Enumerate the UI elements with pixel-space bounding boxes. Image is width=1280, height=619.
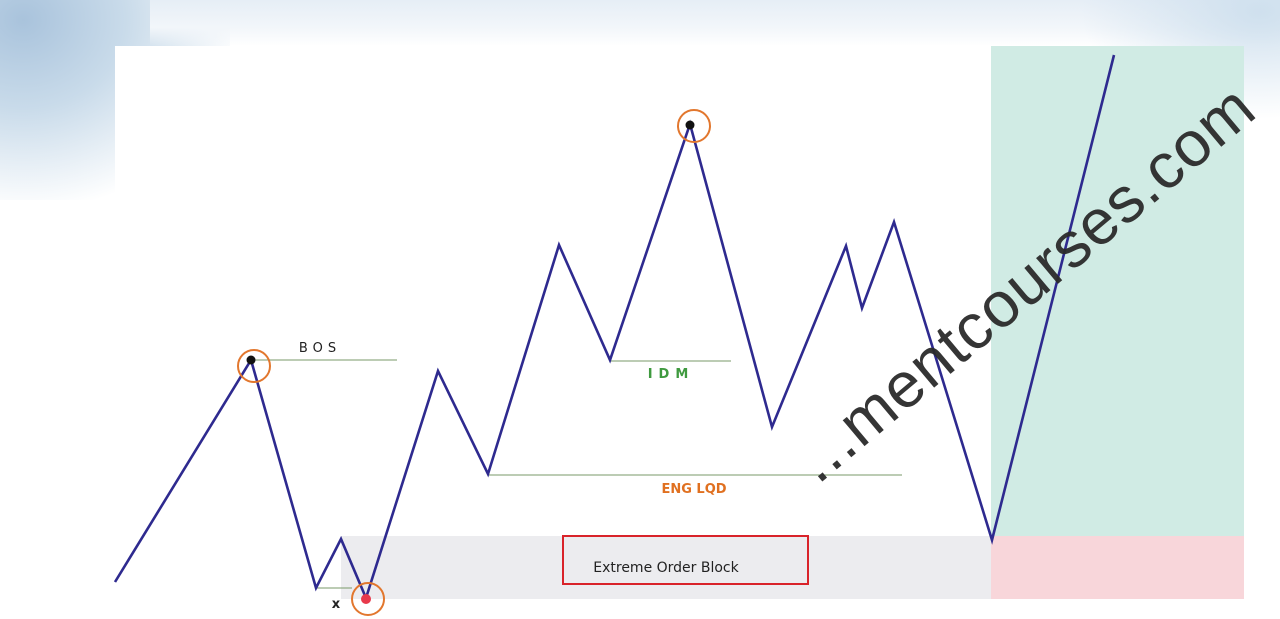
low-swing-circle (351, 582, 385, 616)
extreme-order-block-zone (341, 536, 991, 599)
high-swing-dot (685, 120, 695, 130)
price-path (113, 54, 1116, 602)
low-swing-dot (361, 594, 371, 604)
bos-swing-circle (237, 349, 271, 383)
eng-lqd-label: ENG LQD (661, 482, 726, 497)
x-label: x (332, 597, 341, 612)
idm-label: IDM (648, 367, 695, 382)
bos-label: BOS (299, 341, 341, 356)
extreme-order-block-label: Extreme Order Block (593, 560, 739, 576)
bos-swing-dot (246, 355, 256, 365)
stop-loss-zone (991, 536, 1244, 599)
extreme-order-block-box (562, 535, 809, 585)
high-swing-circle (677, 109, 711, 143)
target-zone (991, 46, 1244, 536)
